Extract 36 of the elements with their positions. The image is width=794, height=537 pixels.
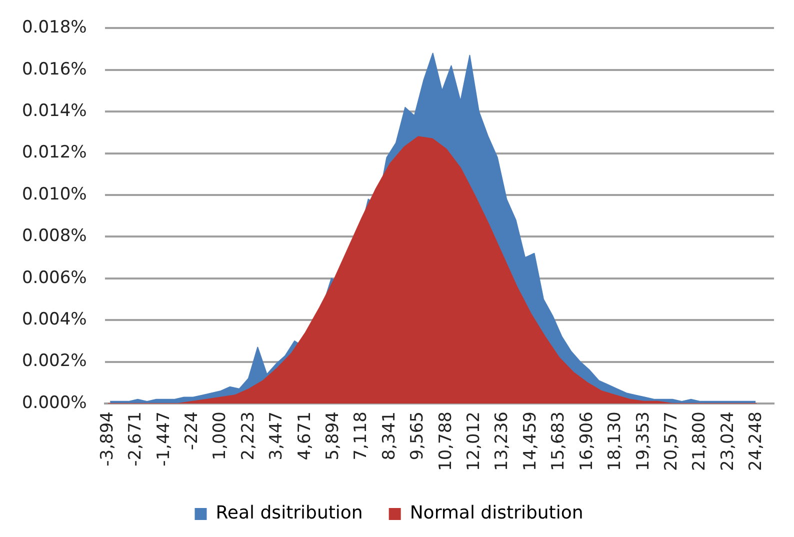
x-tick-label: 10,788 xyxy=(436,412,456,471)
x-tick-label: 5,894 xyxy=(323,412,344,460)
x-tick-label: 1,000 xyxy=(210,412,230,460)
x-tick-label: 14,459 xyxy=(520,412,540,471)
x-tick-label: 13,236 xyxy=(492,412,512,471)
y-tick-label: 0.012% xyxy=(22,142,87,163)
y-tick-label: 0.002% xyxy=(22,351,87,372)
y-tick-label: 0.006% xyxy=(22,268,87,288)
y-tick-label: 0.010% xyxy=(22,184,87,204)
y-tick-label: 0.004% xyxy=(22,310,87,330)
x-tick-label: -1,447 xyxy=(154,412,174,466)
x-tick-label: 20,577 xyxy=(661,412,682,471)
x-tick-label: 21,800 xyxy=(690,412,710,471)
x-tick-label: 12,012 xyxy=(464,412,484,471)
x-tick-label: -3,894 xyxy=(97,412,118,466)
y-tick-label: 0.014% xyxy=(22,101,87,122)
x-tick-label: 23,024 xyxy=(718,412,738,471)
y-tick-label: 0.008% xyxy=(22,226,87,246)
x-tick-label: 24,248 xyxy=(746,412,766,471)
x-tick-label: 4,671 xyxy=(294,412,315,460)
y-tick-label: 0.000% xyxy=(22,392,87,413)
x-tick-label: 15,683 xyxy=(548,412,569,471)
x-tick-label: 16,906 xyxy=(576,412,597,471)
x-tick-label: 19,353 xyxy=(633,412,654,471)
x-tick-label: 9,565 xyxy=(408,412,428,460)
x-tick-label: -2,671 xyxy=(126,412,146,466)
x-tick-label: -224 xyxy=(182,412,202,450)
y-tick-label: 0.016% xyxy=(22,59,87,80)
x-tick-label: 18,130 xyxy=(605,412,626,471)
x-tick-label: 7,118 xyxy=(351,412,372,460)
x-tick-label: 3,447 xyxy=(266,412,287,460)
legend-label: Real dsitribution xyxy=(216,502,363,524)
legend-label: Normal distribution xyxy=(410,502,584,524)
x-tick-label: 8,341 xyxy=(379,412,400,460)
x-tick-label: 2,223 xyxy=(238,412,258,460)
y-tick-label: 0.018% xyxy=(22,18,87,38)
